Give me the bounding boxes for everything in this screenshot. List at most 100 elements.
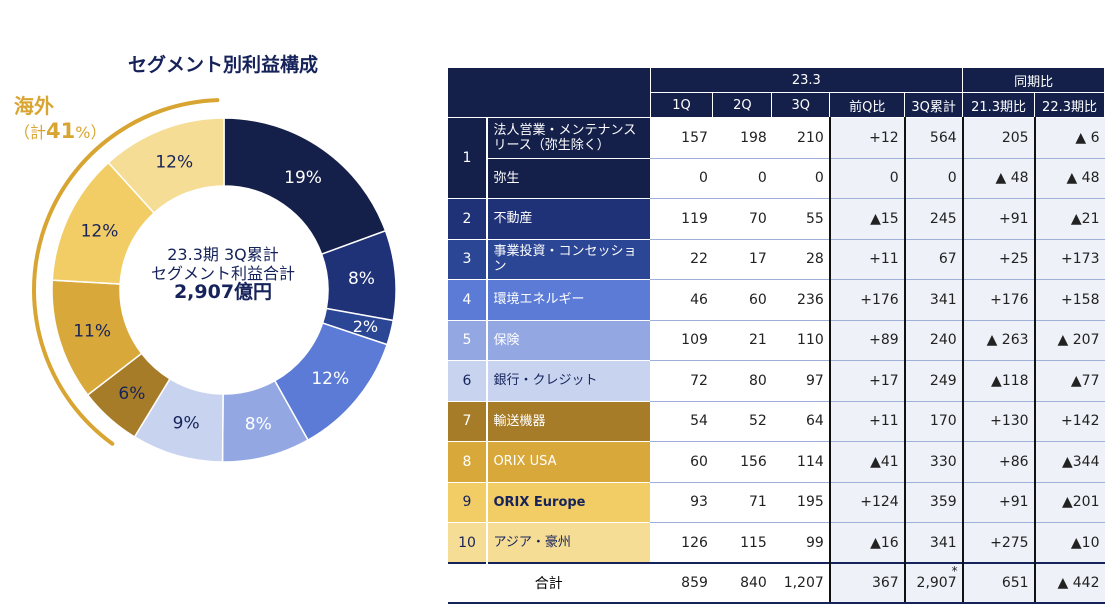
table-cell: +124 [828,482,905,523]
table-cell: ▲ 6 [1033,117,1105,159]
table-cell: +91 [961,482,1035,523]
table-cell: 359 [903,482,963,523]
table-cell: 55 [771,198,830,240]
table-cell: 109 [650,320,713,361]
segment-label: 輸送機器 [486,401,651,442]
total-cell: 367 [828,562,905,604]
table-row: 弥生 0 0 0 0 0 ▲ 48 ▲ 48 [448,158,1105,199]
table-cell: ▲ 48 [961,158,1035,199]
slice-label: 12% [311,369,349,389]
segment-label: ORIX Europe [486,482,651,523]
segment-number: 6 [447,360,488,402]
segment-label: 不動産 [486,198,651,240]
table-cell: 157 [650,117,713,159]
table-cell: 341 [903,279,963,321]
total-value: 2,907 [916,575,957,591]
column-header: 21.3期比 [962,92,1036,118]
total-note-mark: * [951,564,958,578]
table-row: 6 銀行・クレジット 72 80 97 +17 249 ▲118 ▲77 [447,360,1105,402]
column-header: 1Q [649,92,714,118]
table-cell: 114 [771,441,830,483]
donut-center-text: 23.3期 3Q累計 セグメント利益合計 2,907億円 [118,245,328,302]
segment-number: 2 [447,198,488,240]
table-cell: 236 [771,279,830,321]
table-row: 5 保険 109 21 110 +89 240 ▲ 263 ▲ 207 [447,320,1105,361]
column-header: 3Q累計 [904,92,964,118]
table-cell: 564 [903,117,963,159]
table-cell: 330 [903,441,963,483]
total-cell: 651 [961,562,1035,604]
table-cell: +275 [961,522,1035,564]
table-cell: 249 [903,360,963,402]
table-cell: +176 [961,279,1035,321]
center-line-1: 23.3期 3Q累計 [167,245,279,264]
segment-label: 弥生 [486,158,651,199]
table-cell: ▲77 [1033,360,1105,402]
table-cell: ▲ 48 [1033,158,1105,199]
table-cell: 110 [771,320,830,361]
header-group-yoy: 同期比 [962,67,1105,93]
table-cell: ▲201 [1033,482,1105,523]
segment-profit-table: 23.3 同期比 1Q 2Q 3Q 前Q比 3Q累計 21.3期比 22.3期比 1 法人営業・… [447,67,1105,604]
slice-label: 19% [284,168,322,188]
table-row: 9 ORIX Europe 93 71 195 +124 359 +91 ▲201 [447,482,1105,523]
table-cell: 67 [903,239,963,280]
segment-label: 銀行・クレジット [486,360,651,402]
overseas-prefix: （計 [14,123,47,142]
table-cell: +91 [961,198,1035,240]
table-cell: 60 [650,441,713,483]
table-cell: ▲344 [1033,441,1105,483]
table-cell: 198 [712,117,772,159]
column-header: 2Q [712,92,773,118]
table-cell: 60 [712,279,772,321]
table-cell: +11 [828,401,905,442]
donut-chart: 19% 8% 2% 12% 8% 9% 6% 11% 12% 12% [32,98,397,463]
table-row: 1 法人営業・メンテナンスリース（弥生除く） 157 198 210 +12 564 205 ▲… [447,117,1105,199]
table-cell: 52 [712,401,772,442]
total-cell: 1,207 [771,562,830,604]
slice-label: 6% [118,384,145,404]
segment-number: 8 [447,441,488,483]
table-cell: +11 [828,239,905,280]
table-cell: +173 [1033,239,1105,280]
table-cell: +17 [828,360,905,402]
table-cell: 54 [650,401,713,442]
segment-number: 5 [447,320,488,361]
table-row: 3 事業投資・コンセッション 22 17 28 +11 67 +25 +173 [447,239,1105,280]
table-cell: 119 [650,198,713,240]
total-cell: ▲ 442 [1033,562,1105,604]
total-row: 合計 859 840 1,207 367 * 2,907 651 ▲ 442 [447,562,1105,604]
segment-label: アジア・豪州 [486,522,651,564]
table-cell: 170 [903,401,963,442]
overseas-value: 41 [46,119,76,143]
segment-label: 保険 [486,320,651,361]
donut-slice [107,117,225,215]
total-cell: 859 [650,562,713,604]
slice-label: 12% [81,222,119,242]
table-cell: +25 [961,239,1035,280]
table-cell: ▲16 [828,522,905,564]
header-group-233: 23.3 [649,67,964,93]
overseas-suffix: %） [75,123,107,142]
segment-label: 法人営業・メンテナンスリース（弥生除く） [486,117,651,159]
table-cell: ▲ 263 [961,320,1035,361]
total-cell: * 2,907 [903,562,963,604]
table-cell: 210 [771,117,830,159]
segment-number: 9 [447,482,488,523]
table-cell: 0 [828,158,905,199]
table-cell: 126 [650,522,713,564]
chart-title: セグメント別利益構成 [128,54,319,76]
overseas-label: 海外 （計41%） [14,90,106,143]
table-cell: 93 [650,482,713,523]
segment-number: 3 [447,239,488,280]
segment-label: 事業投資・コンセッション [486,239,651,280]
table-cell: 22 [650,239,713,280]
table-cell: 240 [903,320,963,361]
table-cell: ▲21 [1033,198,1105,240]
slice-label: 8% [245,415,272,435]
slice-label: 11% [73,322,111,342]
table-cell: 195 [771,482,830,523]
segment-label: ORIX USA [486,441,651,483]
table-cell: +86 [961,441,1035,483]
table-cell: ▲15 [828,198,905,240]
